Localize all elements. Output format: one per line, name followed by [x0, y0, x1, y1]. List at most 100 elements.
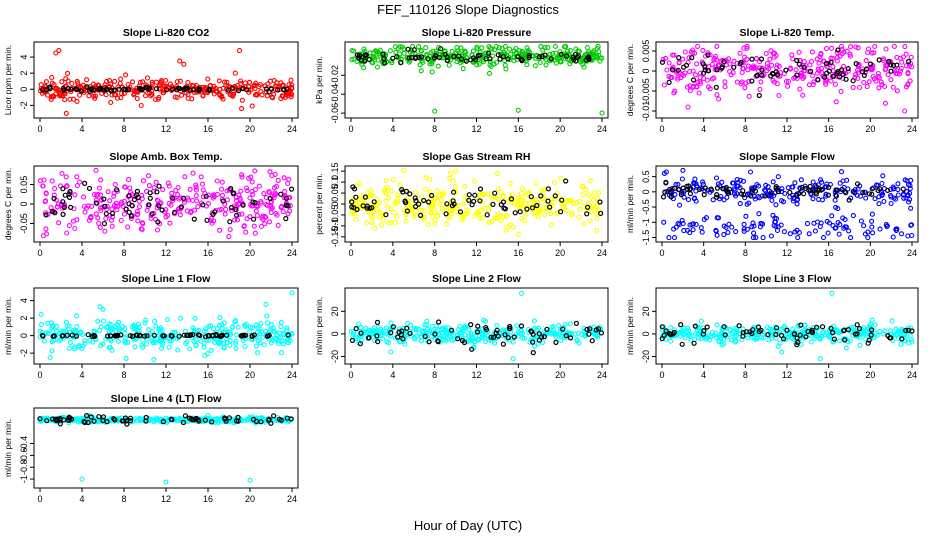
reference-point	[839, 186, 845, 192]
data-point	[126, 177, 132, 183]
x-tick-label: 12	[782, 248, 792, 258]
data-point	[193, 184, 199, 190]
reference-point	[229, 85, 236, 91]
data-point	[425, 329, 431, 335]
data-point	[898, 231, 905, 237]
data-point	[714, 43, 720, 49]
reference-point	[422, 333, 428, 339]
reference-point	[188, 332, 194, 338]
reference-point	[884, 187, 891, 193]
data-point	[579, 331, 585, 337]
data-point	[435, 327, 441, 333]
data-point	[158, 79, 165, 85]
data-point	[165, 180, 171, 186]
data-point	[876, 85, 882, 91]
data-point	[828, 45, 835, 51]
y-tick-label: 0	[330, 331, 340, 336]
data-point	[98, 177, 104, 183]
data-point	[564, 48, 570, 54]
data-points	[349, 43, 605, 116]
data-point	[758, 79, 764, 85]
y-tick-label: 0	[641, 68, 651, 73]
reference-point	[675, 67, 681, 73]
outlier-point	[594, 227, 600, 233]
data-point	[485, 191, 491, 197]
data-point	[756, 211, 762, 217]
data-point	[129, 79, 136, 85]
data-point	[869, 50, 875, 56]
data-point	[816, 60, 822, 66]
data-point	[888, 77, 894, 83]
data-point	[235, 324, 241, 330]
outlier-point	[74, 174, 80, 180]
data-point	[56, 220, 62, 226]
x-tick-label: 12	[161, 248, 171, 258]
reference-point	[196, 87, 202, 94]
reference-point	[411, 47, 417, 53]
x-tick-label: 4	[701, 248, 706, 258]
outlier-point	[79, 476, 85, 482]
reference-point	[794, 57, 800, 64]
reference-point	[187, 87, 193, 93]
y-axis-label: percent per min.	[314, 173, 324, 234]
data-point	[824, 63, 830, 69]
data-point	[74, 78, 80, 84]
reference-point	[689, 54, 695, 61]
data-point	[256, 183, 262, 189]
data-point	[143, 82, 149, 88]
data-point	[200, 92, 206, 98]
reference-point	[749, 56, 755, 62]
data-point	[449, 211, 455, 217]
data-point	[357, 196, 363, 202]
data-point	[252, 82, 258, 88]
reference-point	[189, 416, 195, 422]
reference-point	[404, 208, 410, 214]
data-point	[372, 225, 378, 231]
panel-title: Slope Li-820 Temp.	[740, 27, 835, 39]
data-point	[532, 63, 538, 69]
data-point	[201, 344, 207, 350]
data-points	[37, 290, 295, 363]
data-point	[376, 214, 383, 220]
data-point	[438, 54, 444, 60]
outlier-point	[388, 349, 394, 355]
data-point	[550, 50, 556, 57]
data-point	[418, 68, 424, 74]
data-point	[125, 224, 131, 230]
data-point	[761, 335, 767, 341]
data-point	[350, 331, 356, 337]
data-point	[367, 327, 373, 333]
data-point	[43, 226, 49, 232]
reference-point	[164, 87, 170, 93]
reference-point	[559, 197, 565, 203]
reference-point	[431, 55, 438, 61]
data-point	[252, 186, 258, 193]
data-point	[106, 344, 112, 350]
data-point	[281, 175, 287, 181]
x-tick-label: 4	[390, 248, 395, 258]
reference-point	[758, 327, 764, 333]
reference-point	[831, 336, 838, 342]
reference-point	[840, 72, 846, 78]
reference-point	[500, 53, 506, 60]
reference-point	[250, 416, 256, 422]
data-point	[258, 89, 264, 95]
data-point	[399, 44, 406, 50]
data-point	[175, 347, 181, 353]
data-point	[850, 84, 856, 90]
data-point	[268, 206, 274, 212]
data-point	[479, 191, 485, 198]
data-point	[87, 337, 93, 344]
reference-point	[444, 57, 450, 64]
data-point	[834, 54, 840, 60]
reference-point	[542, 52, 548, 58]
y-tick-label: 0.05	[330, 184, 340, 202]
data-point	[151, 357, 157, 363]
x-tick-label: 8	[432, 124, 437, 134]
data-point	[108, 321, 114, 328]
data-point	[488, 63, 494, 69]
data-point	[746, 79, 752, 85]
data-point	[855, 75, 861, 81]
x-tick-label: 4	[701, 124, 706, 134]
